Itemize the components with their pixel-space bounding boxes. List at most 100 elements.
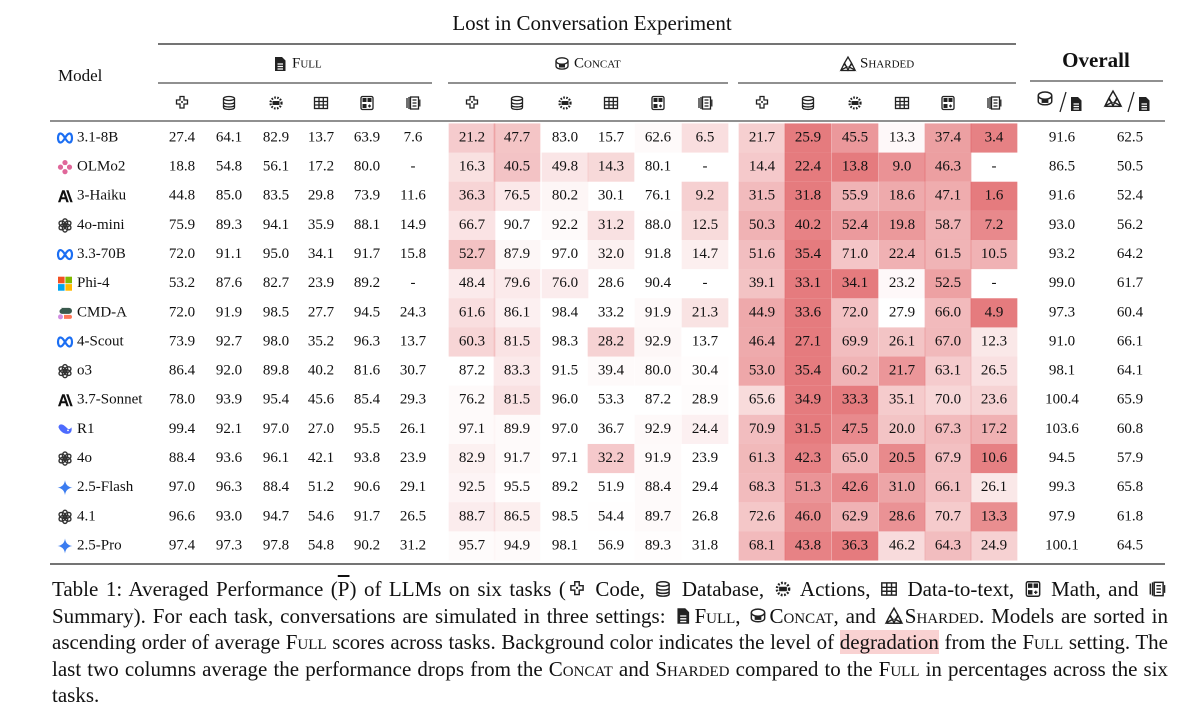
caption-text: Sharded bbox=[904, 603, 979, 628]
cell-value: 22.4 bbox=[889, 246, 916, 262]
degradation-cell bbox=[831, 269, 879, 299]
overall-value: 65.9 bbox=[1117, 392, 1143, 408]
cell-value: 98.0 bbox=[263, 333, 289, 349]
degradation-cell bbox=[970, 239, 1018, 270]
cell-value: 80.0 bbox=[645, 363, 671, 379]
degradation-cell bbox=[681, 123, 729, 153]
degradation-cell bbox=[784, 210, 832, 240]
degradation-cell bbox=[448, 152, 496, 182]
overall-value: 86.5 bbox=[1049, 159, 1075, 175]
overall-value: 99.0 bbox=[1049, 275, 1075, 291]
group-header: Concat bbox=[574, 55, 621, 71]
degradation-cell bbox=[831, 356, 879, 386]
degradation-cell bbox=[784, 239, 832, 270]
model-name: 3.1-8B bbox=[77, 129, 118, 145]
overall-value: 56.2 bbox=[1117, 217, 1143, 233]
cell-value: 7.6 bbox=[404, 129, 423, 145]
degradation-cell bbox=[738, 443, 786, 474]
cell-value: 91.1 bbox=[216, 246, 242, 262]
degradation-cell bbox=[493, 385, 541, 415]
degradation-cell bbox=[587, 443, 635, 474]
model-name: Phi-4 bbox=[77, 275, 110, 291]
icon bbox=[555, 57, 569, 70]
cell-value: 68.3 bbox=[749, 479, 775, 495]
caption-text: , and bbox=[833, 603, 883, 628]
cell-value: 26.5 bbox=[981, 363, 1007, 379]
caption: Table 1: Averaged Performance (P) of LLM… bbox=[52, 576, 1168, 709]
cell-value: 9.0 bbox=[893, 159, 912, 175]
cell-value: 97.8 bbox=[263, 537, 289, 553]
model-name: 3.7-Sonnet bbox=[77, 392, 143, 408]
cell-value: 80.1 bbox=[645, 159, 671, 175]
cell-value: 61.5 bbox=[935, 246, 961, 262]
cell-value: 81.6 bbox=[354, 363, 381, 379]
degradation-cell bbox=[970, 531, 1018, 561]
icon bbox=[510, 95, 524, 111]
cell-value: 55.9 bbox=[842, 188, 868, 204]
model-name: 4o bbox=[77, 450, 92, 466]
cell-value: 30.4 bbox=[692, 363, 719, 379]
cell-value: 35.2 bbox=[308, 333, 334, 349]
degradation-cell bbox=[493, 181, 541, 211]
cell-value: 28.2 bbox=[598, 333, 624, 349]
cell-value: - bbox=[703, 275, 708, 291]
cell-value: 87.6 bbox=[216, 275, 243, 291]
cell-value: 98.3 bbox=[552, 333, 578, 349]
cell-value: 26.5 bbox=[400, 508, 426, 524]
cell-value: 71.0 bbox=[842, 246, 868, 262]
cell-value: 94.5 bbox=[354, 304, 380, 320]
cell-value: 42.6 bbox=[842, 479, 869, 495]
degradation-cell bbox=[784, 414, 832, 444]
caption-text: in percentages across the six tasks. bbox=[52, 656, 1169, 708]
cell-value: 97.4 bbox=[169, 537, 196, 553]
degradation-cell bbox=[831, 502, 879, 532]
degradation-cell bbox=[634, 327, 682, 357]
cell-value: 92.0 bbox=[216, 363, 242, 379]
cell-value: 76.0 bbox=[552, 275, 578, 291]
cell-value: 52.4 bbox=[842, 217, 869, 233]
cell-value: 82.9 bbox=[263, 129, 289, 145]
overall-value: 91.6 bbox=[1049, 188, 1076, 204]
cell-value: 92.9 bbox=[645, 421, 671, 437]
cell-value: 99.4 bbox=[169, 421, 196, 437]
cell-value: 87.2 bbox=[645, 392, 671, 408]
degradation-cell bbox=[924, 414, 972, 444]
caption-text: Code, bbox=[587, 577, 653, 601]
cell-value: 93.8 bbox=[354, 450, 380, 466]
degradation-cell bbox=[924, 239, 972, 270]
cell-value: 91.8 bbox=[645, 246, 671, 262]
caption-text: degradation bbox=[839, 630, 939, 655]
degradation-cell bbox=[738, 181, 786, 211]
cell-value: 87.2 bbox=[459, 363, 485, 379]
cell-value: 46.3 bbox=[935, 159, 961, 175]
cell-value: 87.9 bbox=[504, 246, 530, 262]
overall-value: 60.4 bbox=[1117, 304, 1144, 320]
cell-value: 89.8 bbox=[263, 363, 289, 379]
cell-value: 91.9 bbox=[645, 450, 671, 466]
model-name: R1 bbox=[77, 421, 95, 437]
degradation-cell bbox=[924, 443, 972, 474]
cell-value: 60.3 bbox=[459, 333, 485, 349]
cell-value: 54.4 bbox=[598, 508, 625, 524]
group-header: Sharded bbox=[860, 55, 914, 71]
cell-value: 9.2 bbox=[696, 188, 715, 204]
model-name: CMD-A bbox=[77, 304, 127, 320]
cell-value: 86.4 bbox=[169, 363, 196, 379]
degradation-cell bbox=[493, 298, 541, 328]
overall-value: 64.5 bbox=[1117, 537, 1143, 553]
cell-value: 91.7 bbox=[504, 450, 531, 466]
cell-value: 14.3 bbox=[598, 159, 624, 175]
cell-value: 47.7 bbox=[504, 129, 531, 145]
cell-value: 79.6 bbox=[504, 275, 531, 291]
cell-value: - bbox=[411, 275, 416, 291]
cell-value: 14.7 bbox=[692, 246, 719, 262]
degradation-cell bbox=[681, 298, 729, 328]
overall-value: 98.1 bbox=[1049, 363, 1075, 379]
icon bbox=[58, 394, 73, 407]
caption-text: ) of LLMs on six tasks ( bbox=[349, 577, 566, 601]
caption-text: Data-to-text, bbox=[899, 577, 1022, 601]
cell-value: 33.2 bbox=[598, 304, 624, 320]
cell-value: 26.8 bbox=[692, 508, 718, 524]
cell-value: 95.0 bbox=[263, 246, 289, 262]
cell-value: 97.3 bbox=[216, 537, 242, 553]
